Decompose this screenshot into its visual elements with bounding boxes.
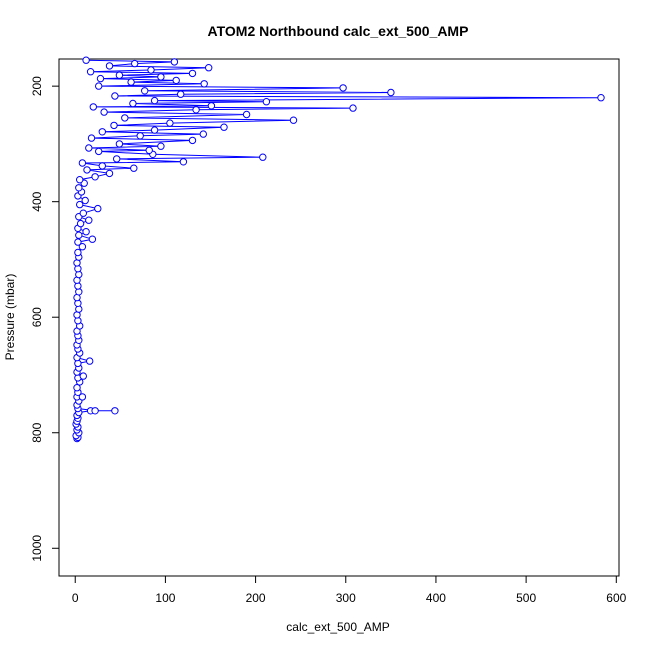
data-point [150, 126, 159, 134]
data-point [78, 159, 87, 167]
data-point [85, 144, 93, 152]
data-point [349, 104, 357, 112]
data-point [199, 130, 208, 138]
data-point [79, 209, 88, 217]
x-axis: 0 100 200 300 400 500 600 [72, 575, 627, 605]
data-point [115, 71, 124, 79]
data-point [83, 166, 91, 174]
data-point [220, 123, 228, 131]
data-point [141, 87, 149, 95]
data-point [188, 136, 197, 145]
data-point [96, 74, 105, 83]
data-point [91, 173, 99, 181]
x-tick-label: 100 [155, 591, 175, 605]
series-line [75, 59, 602, 439]
data-point [91, 407, 99, 415]
data-point [259, 153, 267, 161]
data-point [157, 142, 165, 150]
data-point [95, 82, 103, 90]
data-point [86, 357, 94, 365]
data-point [130, 164, 138, 172]
data-point [86, 68, 95, 76]
data-point [207, 102, 216, 110]
x-axis-label: calc_ext_500_AMP [286, 620, 389, 634]
data-point [387, 88, 395, 97]
data-point [179, 158, 188, 166]
data-point [88, 235, 97, 243]
data-point [157, 73, 165, 81]
data-point [105, 62, 114, 70]
data-point [100, 108, 108, 116]
data-point [79, 372, 88, 380]
data-layer [72, 56, 605, 443]
data-point [76, 200, 84, 209]
data-point [76, 219, 85, 228]
data-point [111, 407, 119, 415]
y-tick-label: 1000 [30, 535, 44, 562]
x-tick-label: 0 [72, 591, 79, 605]
y-tick-label: 200 [30, 76, 44, 96]
data-point [76, 176, 84, 184]
data-point [98, 162, 107, 170]
data-point [597, 94, 605, 102]
data-point [242, 110, 251, 119]
data-point [81, 196, 89, 205]
data-point [87, 134, 96, 142]
y-tick-label: 800 [30, 422, 44, 442]
data-point [339, 84, 347, 92]
data-point [145, 146, 153, 155]
data-point [170, 58, 179, 66]
data-point [115, 140, 124, 148]
x-tick-label: 500 [516, 591, 536, 605]
data-point [82, 228, 90, 236]
data-point [127, 78, 135, 86]
y-tick-label: 400 [30, 191, 44, 211]
data-point [111, 92, 119, 100]
x-tick-label: 400 [426, 591, 446, 605]
data-point [75, 231, 83, 239]
data-point [200, 80, 208, 88]
data-point [129, 99, 137, 108]
data-point [150, 96, 159, 105]
chart-title: ATOM2 Northbound calc_ext_500_AMP [208, 23, 469, 39]
data-point [78, 243, 87, 251]
data-point [105, 169, 114, 178]
y-tick-label: 600 [30, 307, 44, 327]
data-point [192, 106, 200, 114]
data-point [177, 90, 185, 98]
x-tick-label: 300 [336, 591, 356, 605]
data-point [110, 121, 118, 130]
data-point [95, 147, 103, 156]
y-axis: 200 400 600 800 1000 [30, 76, 60, 562]
data-point [262, 98, 271, 106]
data-point [89, 103, 98, 111]
data-point [113, 155, 121, 163]
data-point [73, 384, 81, 392]
data-point [75, 184, 83, 192]
data-point [147, 66, 155, 74]
data-point [172, 76, 180, 85]
data-point [98, 128, 107, 136]
data-point [131, 59, 139, 68]
data-point [188, 69, 197, 78]
data-point [94, 204, 102, 213]
data-point [205, 64, 213, 72]
data-point [85, 216, 93, 224]
data-point [136, 132, 144, 140]
data-point [166, 119, 174, 127]
y-axis-label: Pressure (mbar) [3, 274, 17, 361]
data-point [74, 238, 82, 246]
data-point [78, 393, 87, 401]
x-tick-label: 600 [606, 591, 626, 605]
x-tick-label: 200 [246, 591, 266, 605]
data-point [121, 114, 129, 122]
data-point [74, 248, 82, 257]
data-point [289, 116, 298, 124]
data-point [82, 56, 90, 64]
